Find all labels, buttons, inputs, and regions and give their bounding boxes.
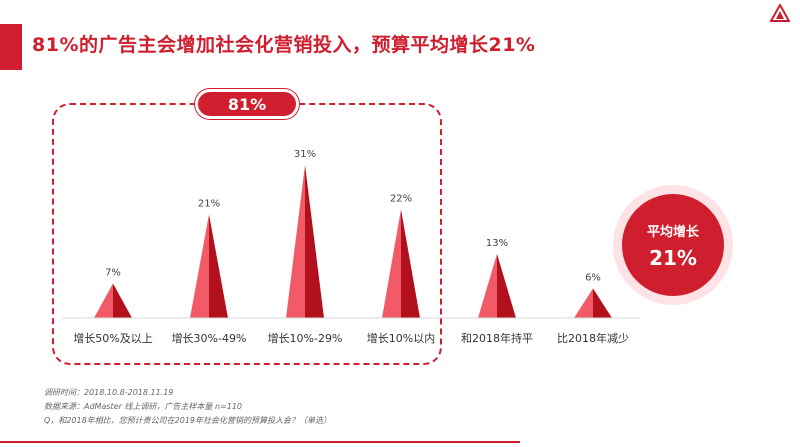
chart-peak-1 [94,283,132,318]
peak-left-face [94,283,113,318]
chart-peak-5 [478,253,516,318]
value-label-6: 6% [585,272,601,283]
peak-left-face [478,253,497,318]
value-label-1: 7% [105,267,121,278]
summary-label: 平均增长 [646,224,699,240]
peak-left-face [190,214,209,318]
title-accent-bar [0,24,22,70]
footnote-survey-period: 调研时间：2018.10.8-2018.11.19 [44,388,174,397]
value-label-4: 22% [390,193,412,204]
peak-right-face [305,165,324,318]
footnote-question: Q，和2018年相比，您预计贵公司在2019年社会化营销的预算投入会？（单选） [44,416,332,425]
category-label-6: 比2018年减少 [557,331,629,345]
peak-right-face [209,214,228,318]
category-label-2: 增长30%-49% [172,331,247,345]
peak-left-face [382,209,401,318]
increase-group-badge: 81% [195,89,299,119]
summary-value: 21% [649,245,697,270]
footnote-data-source: 数据来源：AdMaster 线上调研，广告主样本量 n=110 [44,402,242,411]
bottom-accent-line [0,441,520,443]
peak-right-face [497,253,516,318]
chart-peak-6 [574,288,612,318]
peak-right-face [593,288,612,318]
category-label-4: 增长10%以内 [367,331,435,345]
value-label-3: 31% [294,149,316,160]
chart-peak-2 [190,214,228,318]
footnotes: 调研时间：2018.10.8-2018.11.19 数据来源：AdMaster … [44,386,331,428]
chart-peak-3 [286,165,324,318]
category-label-3: 增长10%-29% [268,331,343,345]
category-label-5: 和2018年持平 [461,331,533,345]
peak-right-face [401,209,420,318]
summary-circle: 平均增长 21% [622,194,724,296]
value-label-2: 21% [198,198,220,209]
chart-peak-4 [382,209,420,318]
brand-logo-icon [770,4,790,22]
page-title: 81%的广告主会增加社会化营销投入，预算平均增长21% [32,34,536,56]
category-label-1: 增长50%及以上 [73,331,152,345]
peak-right-face [113,283,132,318]
peak-left-face [574,288,593,318]
value-label-5: 13% [486,238,508,249]
peak-left-face [286,165,305,318]
